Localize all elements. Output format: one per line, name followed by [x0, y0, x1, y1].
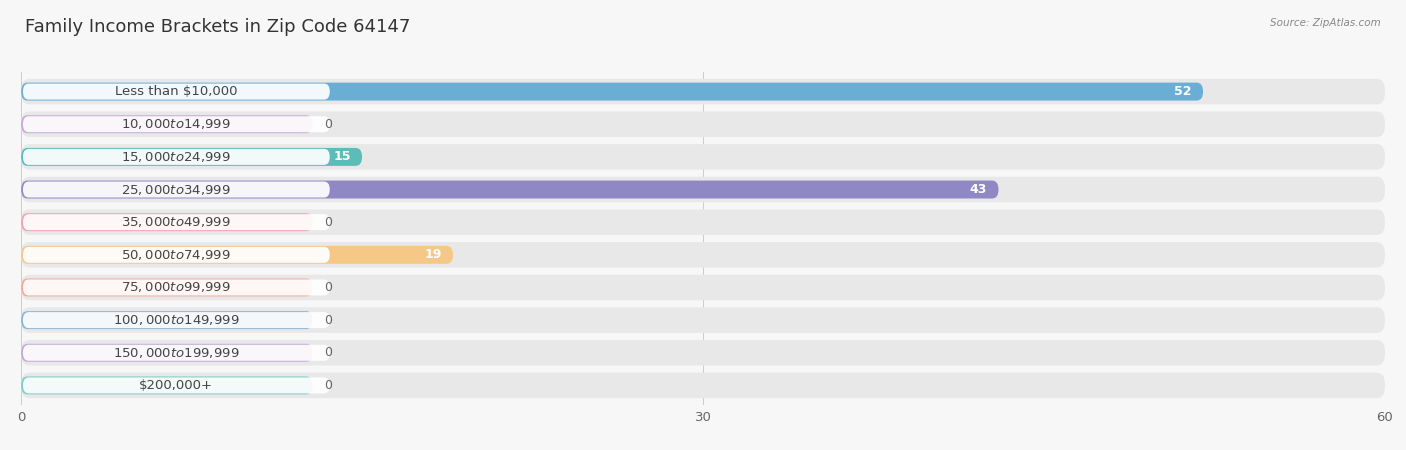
- Text: $15,000 to $24,999: $15,000 to $24,999: [121, 150, 231, 164]
- FancyBboxPatch shape: [21, 246, 453, 264]
- FancyBboxPatch shape: [21, 83, 1204, 100]
- Text: 52: 52: [1174, 85, 1192, 98]
- FancyBboxPatch shape: [21, 148, 363, 166]
- Text: 15: 15: [333, 150, 350, 163]
- FancyBboxPatch shape: [21, 209, 1385, 235]
- FancyBboxPatch shape: [21, 377, 312, 394]
- Text: 0: 0: [323, 281, 332, 294]
- FancyBboxPatch shape: [22, 247, 330, 263]
- FancyBboxPatch shape: [21, 79, 1385, 104]
- FancyBboxPatch shape: [22, 279, 330, 296]
- Text: $35,000 to $49,999: $35,000 to $49,999: [121, 215, 231, 229]
- Text: 43: 43: [970, 183, 987, 196]
- FancyBboxPatch shape: [22, 378, 330, 393]
- FancyBboxPatch shape: [22, 312, 330, 328]
- FancyBboxPatch shape: [21, 242, 1385, 268]
- Text: $150,000 to $199,999: $150,000 to $199,999: [112, 346, 239, 360]
- Text: Family Income Brackets in Zip Code 64147: Family Income Brackets in Zip Code 64147: [25, 18, 411, 36]
- FancyBboxPatch shape: [21, 275, 1385, 300]
- FancyBboxPatch shape: [21, 373, 1385, 398]
- Text: $75,000 to $99,999: $75,000 to $99,999: [121, 280, 231, 294]
- FancyBboxPatch shape: [21, 340, 1385, 365]
- Text: $25,000 to $34,999: $25,000 to $34,999: [121, 183, 231, 197]
- FancyBboxPatch shape: [22, 214, 330, 230]
- Text: $200,000+: $200,000+: [139, 379, 214, 392]
- FancyBboxPatch shape: [21, 112, 1385, 137]
- FancyBboxPatch shape: [21, 180, 998, 198]
- FancyBboxPatch shape: [22, 345, 330, 361]
- FancyBboxPatch shape: [21, 344, 312, 362]
- Text: $10,000 to $14,999: $10,000 to $14,999: [121, 117, 231, 131]
- FancyBboxPatch shape: [21, 115, 312, 133]
- FancyBboxPatch shape: [21, 279, 312, 297]
- FancyBboxPatch shape: [22, 116, 330, 132]
- Text: 19: 19: [425, 248, 441, 261]
- FancyBboxPatch shape: [22, 149, 330, 165]
- FancyBboxPatch shape: [21, 311, 312, 329]
- Text: Source: ZipAtlas.com: Source: ZipAtlas.com: [1270, 18, 1381, 28]
- Text: 0: 0: [323, 346, 332, 359]
- FancyBboxPatch shape: [21, 177, 1385, 202]
- Text: 0: 0: [323, 118, 332, 131]
- Text: 0: 0: [323, 379, 332, 392]
- Text: 0: 0: [323, 314, 332, 327]
- FancyBboxPatch shape: [22, 84, 330, 99]
- FancyBboxPatch shape: [21, 144, 1385, 170]
- Text: $50,000 to $74,999: $50,000 to $74,999: [121, 248, 231, 262]
- FancyBboxPatch shape: [22, 181, 330, 198]
- Text: $100,000 to $149,999: $100,000 to $149,999: [112, 313, 239, 327]
- Text: 0: 0: [323, 216, 332, 229]
- Text: Less than $10,000: Less than $10,000: [115, 85, 238, 98]
- FancyBboxPatch shape: [21, 213, 312, 231]
- FancyBboxPatch shape: [21, 307, 1385, 333]
